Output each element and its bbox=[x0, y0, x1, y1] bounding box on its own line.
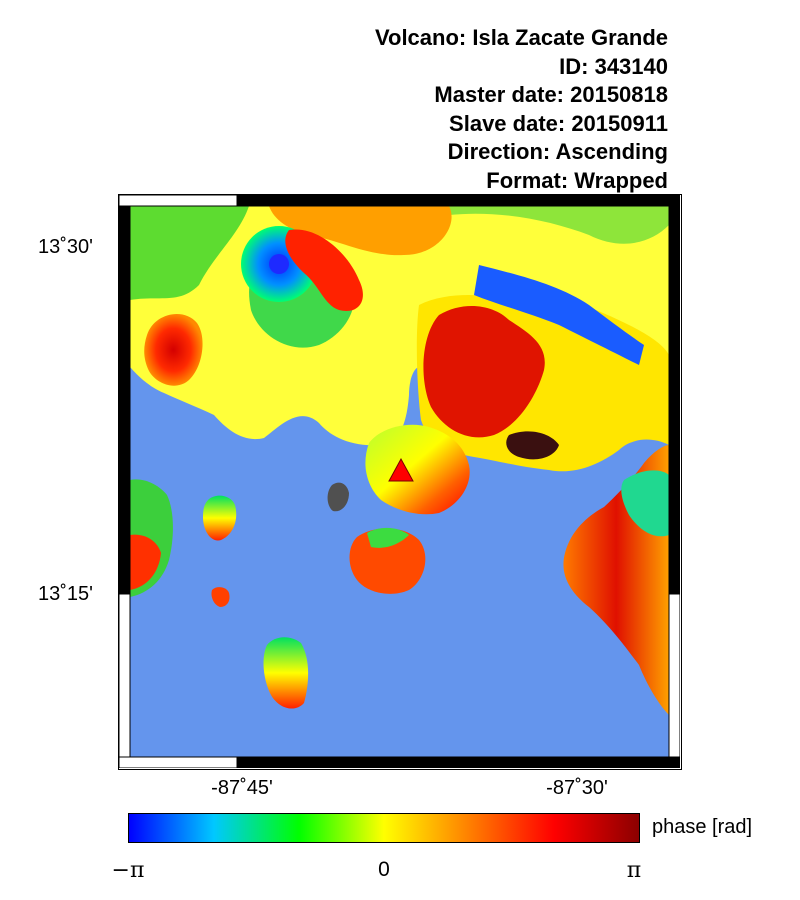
colorbar-tick-zero: 0 bbox=[378, 858, 390, 881]
lat-tick-label-north: 13˚30' bbox=[38, 236, 93, 258]
island-tiny-b bbox=[327, 482, 349, 512]
red-region-northeast bbox=[423, 305, 545, 438]
lon-tick-label-east: -87˚30' bbox=[546, 777, 608, 799]
mainland-north-green-east bbox=[449, 206, 669, 244]
island-small-west bbox=[203, 495, 237, 541]
colorbar-tick-max: π bbox=[626, 858, 642, 883]
map-frame bbox=[118, 194, 682, 770]
volcano-triangle-icon bbox=[388, 457, 414, 482]
island-tiny-a bbox=[211, 587, 230, 607]
island-south bbox=[263, 637, 309, 709]
title-volcano-id: ID: 343140 bbox=[559, 53, 668, 79]
title-slave-date: Slave date: 20150911 bbox=[449, 110, 668, 136]
phase-colorbar bbox=[128, 813, 640, 843]
interferogram-map bbox=[119, 195, 680, 768]
title-direction: Direction: Ascending bbox=[447, 139, 668, 164]
island-south-central bbox=[349, 528, 426, 594]
red-lobe-north bbox=[285, 229, 363, 311]
red-lobe-west bbox=[144, 313, 203, 386]
isla-zacate-grande bbox=[365, 424, 470, 515]
title-master-date: Master date: 20150818 bbox=[434, 82, 668, 107]
land-west-red bbox=[130, 534, 161, 590]
map-title-block: Volcano: Isla Zacate Grande ID: 343140 M… bbox=[375, 24, 668, 195]
island-south-central-green bbox=[367, 527, 409, 548]
red-center-spot bbox=[269, 254, 289, 274]
land-east-green bbox=[621, 470, 669, 537]
dark-red-patch bbox=[506, 431, 559, 460]
frame-border-ticks bbox=[119, 195, 680, 768]
blue-band-northeast bbox=[474, 265, 644, 365]
colorbar-tick-min: −π bbox=[111, 858, 145, 883]
mainland-north-orange-band bbox=[269, 206, 452, 256]
title-format: Format: Wrapped bbox=[486, 167, 668, 193]
lat-tick-label-south: 13˚15' bbox=[38, 583, 93, 605]
title-volcano-name: Volcano: Isla Zacate Grande bbox=[374, 25, 668, 50]
mainland-north-green-west bbox=[130, 206, 249, 300]
colorbar-label: phase [rad] bbox=[652, 816, 753, 838]
lon-tick-label-west: -87˚45' bbox=[211, 777, 273, 799]
